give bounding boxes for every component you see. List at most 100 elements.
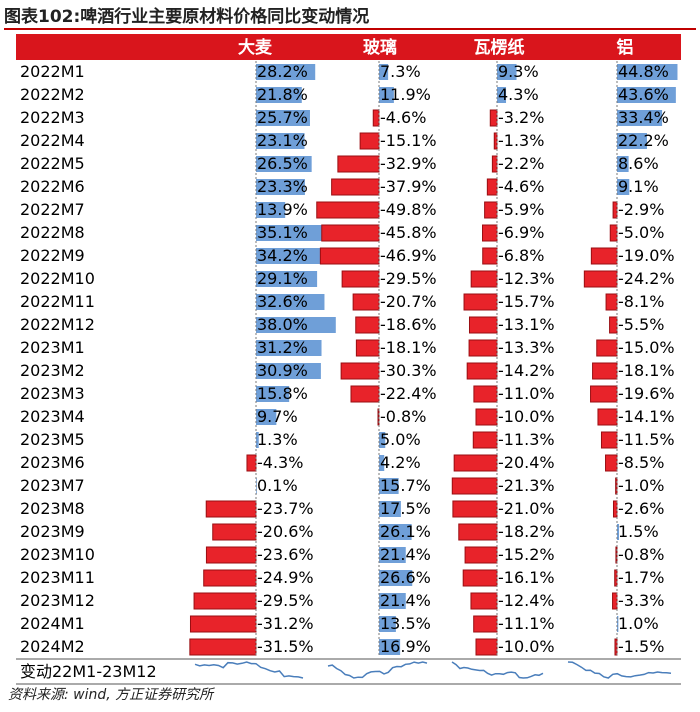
bar-positive	[256, 225, 330, 241]
value-label: 4.3%	[498, 85, 539, 104]
bar-negative	[452, 500, 498, 518]
bar-positive	[379, 547, 406, 563]
value-label: -12.4%	[498, 591, 555, 610]
bar-negative	[612, 201, 618, 219]
row-label: 2023M11	[20, 568, 95, 587]
bar-negative	[482, 247, 498, 265]
value-label: -24.9%	[257, 568, 314, 587]
bar-negative	[468, 339, 498, 357]
value-label: -1.5%	[618, 637, 664, 656]
bar-negative	[605, 293, 618, 311]
value-label: -10.0%	[498, 637, 555, 656]
value-label: 17.5%	[380, 499, 431, 518]
value-label: 9.7%	[257, 407, 298, 426]
value-label: -20.6%	[257, 522, 314, 541]
value-label: -18.1%	[380, 338, 437, 357]
column-header-3: 瓦楞纸	[474, 37, 525, 58]
bar-negative	[341, 270, 380, 288]
bar-negative	[453, 454, 498, 472]
value-label: -22.4%	[380, 384, 437, 403]
bar-negative	[583, 270, 618, 288]
value-label: 38.0%	[257, 315, 308, 334]
value-label: -2.6%	[618, 499, 664, 518]
value-label: 29.1%	[257, 269, 308, 288]
bar-negative	[359, 132, 380, 150]
value-label: -21.0%	[498, 499, 555, 518]
bar-negative	[189, 615, 257, 633]
value-label: 25.7%	[257, 108, 308, 127]
value-label: -0.8%	[618, 545, 664, 564]
bar-negative	[463, 293, 498, 311]
bar-negative	[470, 592, 498, 610]
row-label: 2023M6	[20, 453, 85, 472]
bar-negative	[592, 362, 618, 380]
row-label: 2022M1	[20, 62, 85, 81]
value-label: 0.1%	[257, 476, 298, 495]
column-header-1: 大麦	[238, 37, 273, 58]
value-label: -16.1%	[498, 568, 555, 587]
bar-positive	[256, 271, 318, 287]
row-label: 2024M1	[20, 614, 85, 633]
bar-positive	[379, 524, 412, 540]
value-label: -8.1%	[618, 292, 664, 311]
bar-negative	[331, 178, 380, 196]
row-label: 2022M5	[20, 154, 85, 173]
bar-negative	[475, 408, 498, 426]
row-label: 2023M8	[20, 499, 85, 518]
bar-negative	[609, 224, 618, 242]
row-label: 2023M9	[20, 522, 85, 541]
row-label: 2023M2	[20, 361, 85, 380]
bar-negative	[189, 638, 257, 656]
value-label: -23.6%	[257, 545, 314, 564]
bar-positive	[379, 87, 394, 103]
bar-positive	[256, 179, 305, 195]
value-label: -3.2%	[498, 108, 544, 127]
bar-negative	[212, 523, 257, 541]
bar-negative	[458, 523, 498, 541]
value-label: 21.4%	[380, 545, 431, 564]
bar-positive	[617, 110, 663, 126]
column-header-4: 铝	[617, 37, 634, 58]
row-label: 2022M6	[20, 177, 85, 196]
value-label: -30.3%	[380, 361, 437, 380]
value-label: -1.7%	[618, 568, 664, 587]
value-label: 21.4%	[380, 591, 431, 610]
bar-negative	[491, 155, 498, 173]
sparkline-3	[451, 661, 544, 679]
bar-negative	[472, 431, 498, 449]
value-label: -29.5%	[380, 269, 437, 288]
value-label: -14.2%	[498, 361, 555, 380]
value-label: -37.9%	[380, 177, 437, 196]
row-label: 2023M10	[20, 545, 95, 564]
value-label: 8.6%	[618, 154, 659, 173]
value-label: 44.8%	[618, 62, 669, 81]
value-label: -20.4%	[498, 453, 555, 472]
bar-negative	[462, 569, 498, 587]
value-label: -10.0%	[498, 407, 555, 426]
sparkline-2	[327, 661, 428, 679]
value-label: -14.1%	[618, 407, 675, 426]
value-label: 23.1%	[257, 131, 308, 150]
bar-negative	[470, 270, 498, 288]
value-label: -4.6%	[498, 177, 544, 196]
bar-negative	[246, 454, 257, 472]
bar-negative	[468, 316, 498, 334]
bar-negative	[355, 339, 380, 357]
bar-negative	[475, 638, 498, 656]
row-label: 2023M7	[20, 476, 85, 495]
bar-negative	[319, 247, 380, 265]
row-label: 2022M12	[20, 315, 95, 334]
value-label: 9.1%	[618, 177, 659, 196]
value-label: 13.5%	[380, 614, 431, 633]
bar-negative	[605, 454, 618, 472]
bar-positive	[256, 363, 321, 379]
value-label: 33.4%	[618, 108, 669, 127]
value-label: 15.7%	[380, 476, 431, 495]
bar-negative	[482, 224, 498, 242]
value-label: -5.0%	[618, 223, 664, 242]
bar-negative	[464, 546, 498, 564]
value-label: -13.1%	[498, 315, 555, 334]
bar-positive	[256, 202, 286, 218]
bar-negative	[203, 569, 257, 587]
bar-negative	[316, 201, 380, 219]
